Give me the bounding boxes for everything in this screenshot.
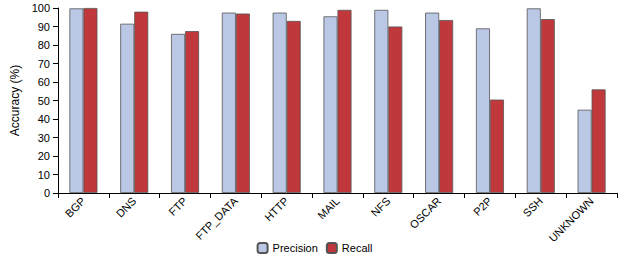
svg-text:70: 70 [38, 58, 50, 70]
svg-text:80: 80 [38, 39, 50, 51]
svg-text:UNKNOWN: UNKNOWN [546, 195, 596, 245]
svg-text:40: 40 [38, 113, 50, 125]
svg-text:Accuracy (%): Accuracy (%) [8, 65, 22, 136]
svg-text:FTP: FTP [166, 195, 189, 218]
svg-text:60: 60 [38, 76, 50, 88]
svg-text:NFS: NFS [369, 195, 393, 219]
svg-text:Precision: Precision [273, 242, 318, 254]
svg-text:BGP: BGP [63, 195, 88, 220]
svg-text:Recall: Recall [342, 242, 373, 254]
svg-text:30: 30 [38, 132, 50, 144]
svg-text:100: 100 [32, 2, 50, 14]
svg-text:P2P: P2P [471, 195, 494, 218]
svg-text:50: 50 [38, 95, 50, 107]
svg-text:0: 0 [44, 187, 50, 199]
svg-text:90: 90 [38, 21, 50, 33]
svg-text:DNS: DNS [114, 195, 139, 220]
svg-text:FTP_DATA: FTP_DATA [193, 194, 241, 242]
svg-text:10: 10 [38, 169, 50, 181]
svg-text:HTTP: HTTP [262, 195, 291, 224]
svg-text:MAIL: MAIL [315, 195, 342, 222]
svg-text:SSH: SSH [521, 195, 546, 220]
svg-text:OSCAR: OSCAR [407, 195, 443, 231]
svg-text:20: 20 [38, 150, 50, 162]
